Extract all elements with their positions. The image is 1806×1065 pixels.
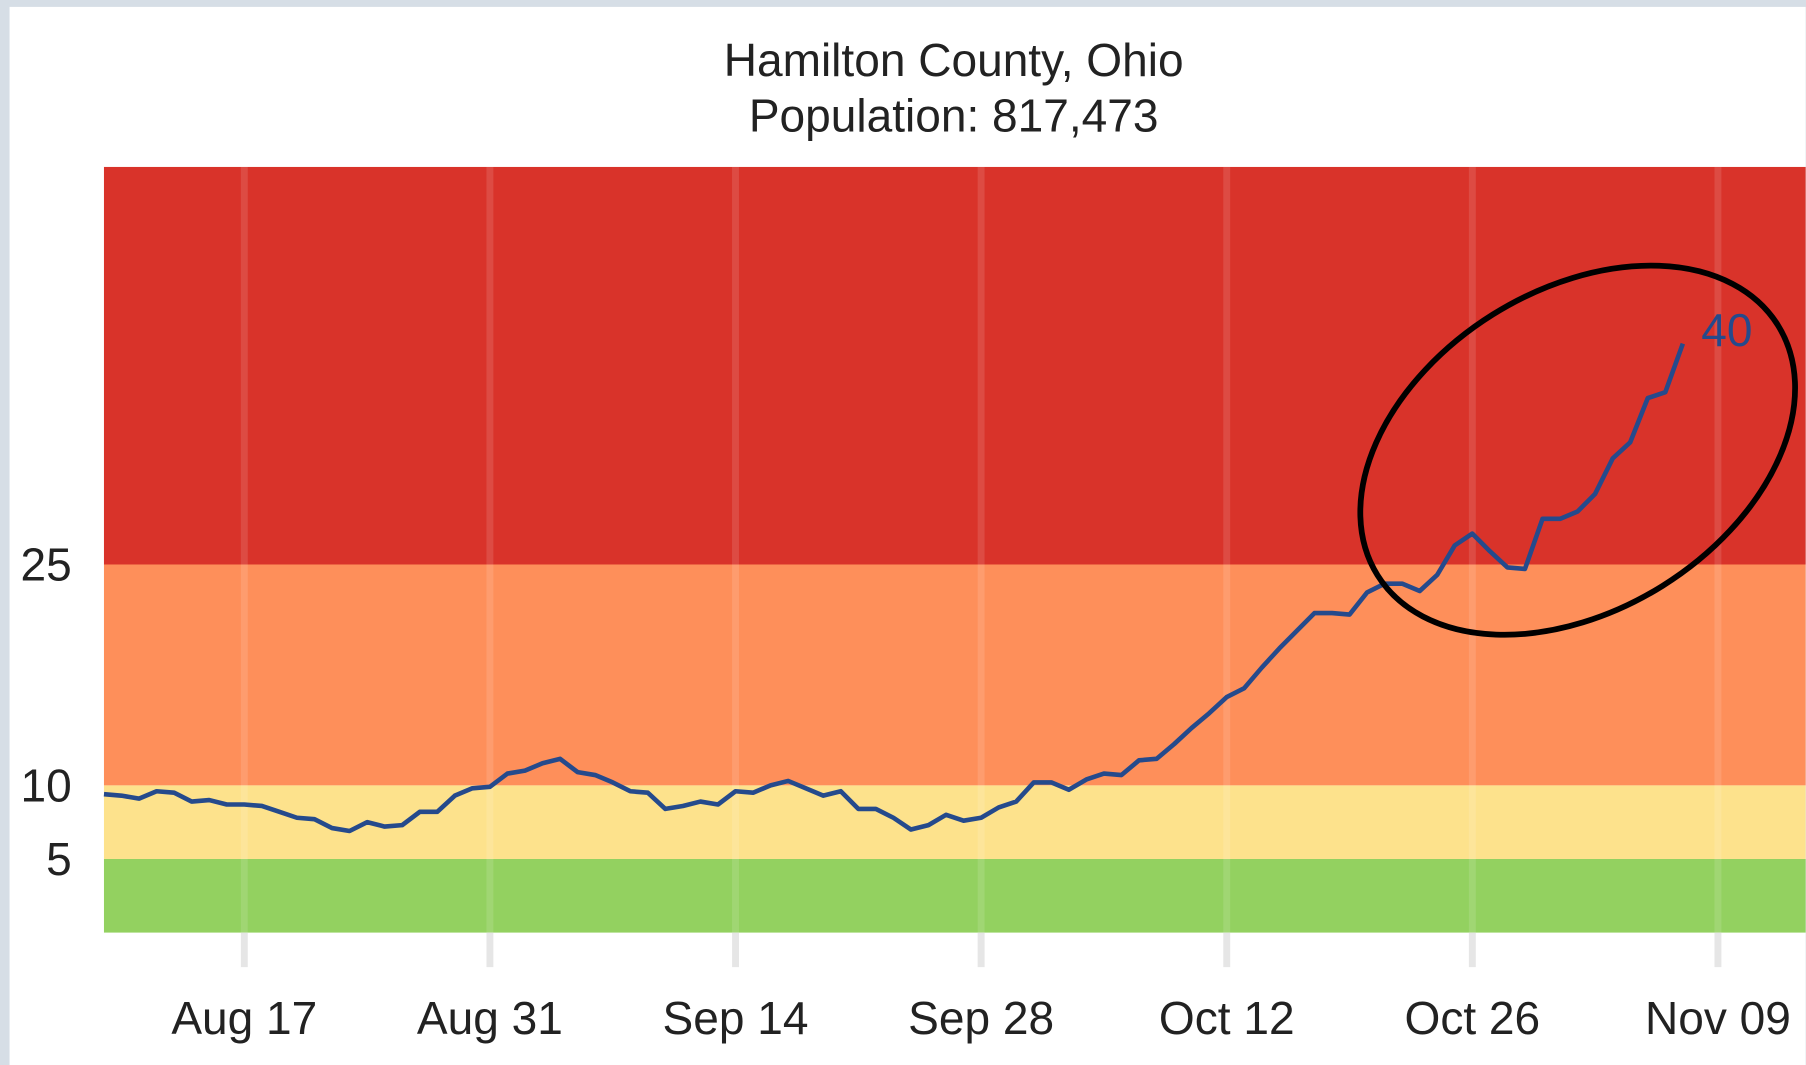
highlight-circle xyxy=(1357,262,1798,638)
x-tick-label: Nov 09 xyxy=(1645,992,1791,1044)
band xyxy=(103,564,1806,786)
x-tick-label: Aug 31 xyxy=(417,992,563,1044)
x-tick-label: Sep 28 xyxy=(908,992,1054,1044)
x-tick-label: Sep 14 xyxy=(663,992,809,1044)
end-value-label: 40 xyxy=(1701,304,1752,356)
band xyxy=(103,785,1806,859)
chart-subtitle: Population: 817,473 xyxy=(749,89,1159,141)
line xyxy=(103,342,1686,834)
band xyxy=(103,858,1806,933)
chart-title: Hamilton County, Ohio xyxy=(724,34,1184,86)
y-tick-label: 5 xyxy=(46,833,72,885)
y-tick-label: 10 xyxy=(21,759,72,811)
x-tick-label: Oct 12 xyxy=(1159,992,1295,1044)
x-tick-label: Aug 17 xyxy=(171,992,317,1044)
band xyxy=(103,166,1806,565)
x-tick-label: Oct 26 xyxy=(1405,992,1541,1044)
plot: Aug 17 Aug 31 Sep 14 Sep 28 Oct 12 Oct 26 Nov … xyxy=(21,166,1806,1044)
y-tick-label: 25 xyxy=(21,539,72,591)
